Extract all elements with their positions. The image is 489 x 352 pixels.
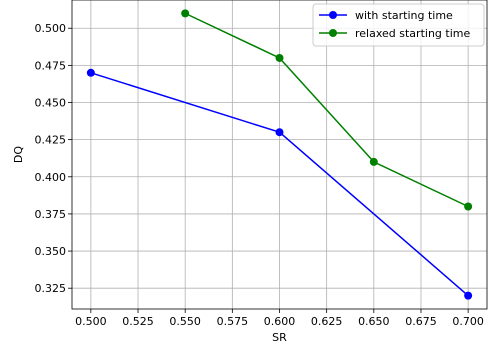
data-point [275, 128, 284, 137]
legend-marker [329, 11, 337, 19]
y-tick-label: 0.375 [35, 208, 67, 221]
x-tick-label: 0.600 [264, 315, 296, 328]
y-tick-label: 0.325 [35, 282, 67, 295]
x-tick-label: 0.575 [217, 315, 249, 328]
grid [72, 0, 487, 309]
data-series [86, 9, 473, 300]
legend-box [312, 3, 485, 47]
series-line [184, 12, 469, 208]
series-1 [181, 9, 473, 211]
y-tick-label: 0.500 [35, 22, 67, 35]
data-point [369, 157, 378, 166]
y-tick-label: 0.475 [35, 59, 67, 72]
x-tick-label: 0.675 [405, 315, 437, 328]
x-tick-label: 0.625 [311, 315, 343, 328]
data-point [275, 53, 284, 62]
y-axis-label: DQ [12, 146, 25, 163]
x-tick-label: 0.650 [358, 315, 390, 328]
x-axis-label: SR [272, 331, 287, 344]
legend-label: relaxed starting time [355, 27, 470, 40]
data-point [464, 291, 473, 300]
legend-marker [329, 29, 337, 37]
data-point [86, 68, 95, 77]
y-tick-label: 0.450 [35, 97, 67, 110]
legend: with starting time relaxed starting time [312, 3, 485, 47]
legend-label: with starting time [355, 9, 453, 22]
y-tick-label: 0.400 [35, 171, 67, 184]
x-tick-label: 0.500 [75, 315, 107, 328]
y-tick-label: 0.425 [35, 134, 67, 147]
data-point [464, 202, 473, 211]
x-tick-label: 0.525 [122, 315, 154, 328]
axis-ticks: 0.500 0.525 0.550 0.575 0.600 0.625 0.650 0.675… [35, 22, 484, 328]
x-tick-label: 0.550 [169, 315, 201, 328]
data-point [181, 9, 190, 18]
series-0 [86, 68, 473, 300]
y-tick-label: 0.350 [35, 245, 67, 258]
x-tick-label: 0.700 [452, 315, 484, 328]
